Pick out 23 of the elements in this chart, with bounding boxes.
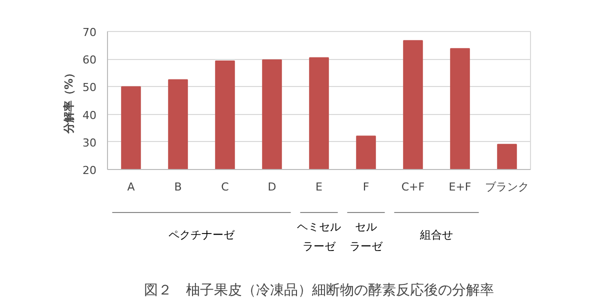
text: ペクチナーゼ [168,228,236,242]
y-tick-label: 70 [82,26,97,39]
x-tick-label: E+F [448,180,472,194]
x-tick-label: E [316,180,323,194]
x-tick-label: A [127,180,136,194]
y-tick-label: 30 [82,136,97,150]
y-tick-label: 50 [82,81,97,94]
text: セル [355,220,377,234]
y-tick-label: 40 [82,108,97,122]
x-tick-label: ブランク [485,180,529,194]
y-tick-label: 60 [82,54,97,67]
y-axis-title: 分解率（%） [62,67,76,135]
text: ヘミセル [297,220,341,234]
text: 組合せ [419,228,453,242]
x-tick-label: C [221,180,230,194]
y-tick-label: 20 [82,164,97,177]
x-tick-label: F [362,180,370,194]
x-tick-label: D [268,180,276,194]
x-tick-label: B [174,180,182,194]
text: ラーゼ [350,240,384,253]
text: 図２ 柚子果皮（冷凍品）細断物の酵素反応後の分解率 [144,282,494,298]
text: ラーゼ [302,240,336,253]
x-tick-label: C+F [401,180,425,194]
